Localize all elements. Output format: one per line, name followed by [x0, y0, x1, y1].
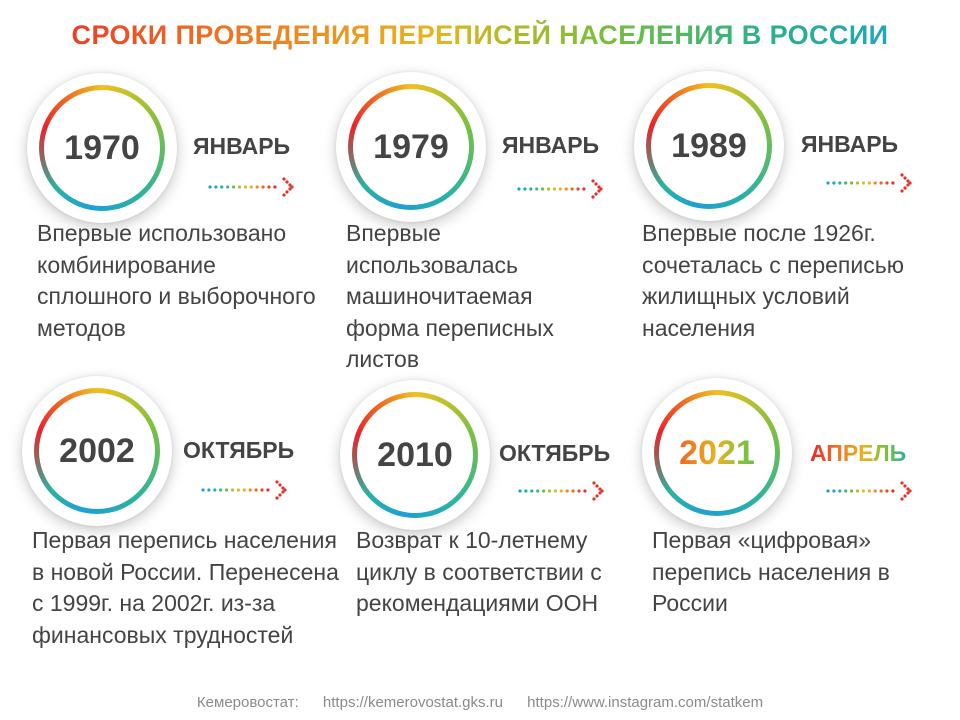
census-description: Впервые использовано комбинирование спло… [37, 220, 316, 341]
dotted-arrow-icon [826, 173, 912, 193]
month-label: ОКТЯБРЬ [499, 440, 611, 466]
dotted-arrow-icon [517, 179, 603, 199]
month-label: ЯНВАРЬ [193, 133, 291, 159]
year-label: 1979 [373, 128, 449, 166]
year-badge: 1979 [336, 72, 486, 222]
month-label: ЯНВАРЬ [801, 131, 899, 157]
year-label: 1989 [671, 127, 747, 165]
dotted-arrow-icon [518, 481, 604, 501]
year-badge: 1989 [634, 71, 784, 221]
census-description: Первая «цифровая» перепись населения в Р… [652, 527, 890, 616]
year-badge: 2021 [642, 378, 792, 528]
census-description: Впервые использовалась машиночитаемая фо… [346, 220, 554, 372]
year-badge: 1970 [27, 73, 177, 223]
census-description: Впервые после 1926г. сочеталась с перепи… [642, 220, 904, 341]
year-label: 2021 [642, 378, 792, 528]
page-title: СРОКИ ПРОВЕДЕНИЯ ПЕРЕПИСЕЙ НАСЕЛЕНИЯ В Р… [0, 20, 960, 51]
year-badge: 2010 [340, 380, 490, 530]
footer-instagram-link[interactable]: https://www.instagram.com/statkem [527, 694, 764, 711]
year-badge: 2002 [22, 376, 172, 526]
dotted-arrow-icon [208, 177, 294, 197]
month-label: АПРЕЛЬ [810, 440, 907, 466]
month-label: ОКТЯБРЬ [183, 437, 295, 463]
census-description: Возврат к 10-летнему циклу в соответстви… [356, 527, 602, 616]
year-label: 2002 [59, 432, 135, 470]
year-label: 1970 [64, 129, 140, 167]
footer-site-link[interactable]: https://kemerovostat.gks.ru [322, 694, 503, 711]
dotted-arrow-icon [201, 480, 287, 500]
year-label: 2010 [377, 436, 453, 474]
footer: Кемеровостат: https://kemerovostat.gks.r… [0, 694, 960, 711]
month-label: ЯНВАРЬ [502, 132, 600, 158]
dotted-arrow-icon [826, 481, 912, 501]
census-description: Первая перепись населения в новой России… [32, 527, 339, 648]
footer-org: Кемеровостат: [196, 694, 299, 711]
